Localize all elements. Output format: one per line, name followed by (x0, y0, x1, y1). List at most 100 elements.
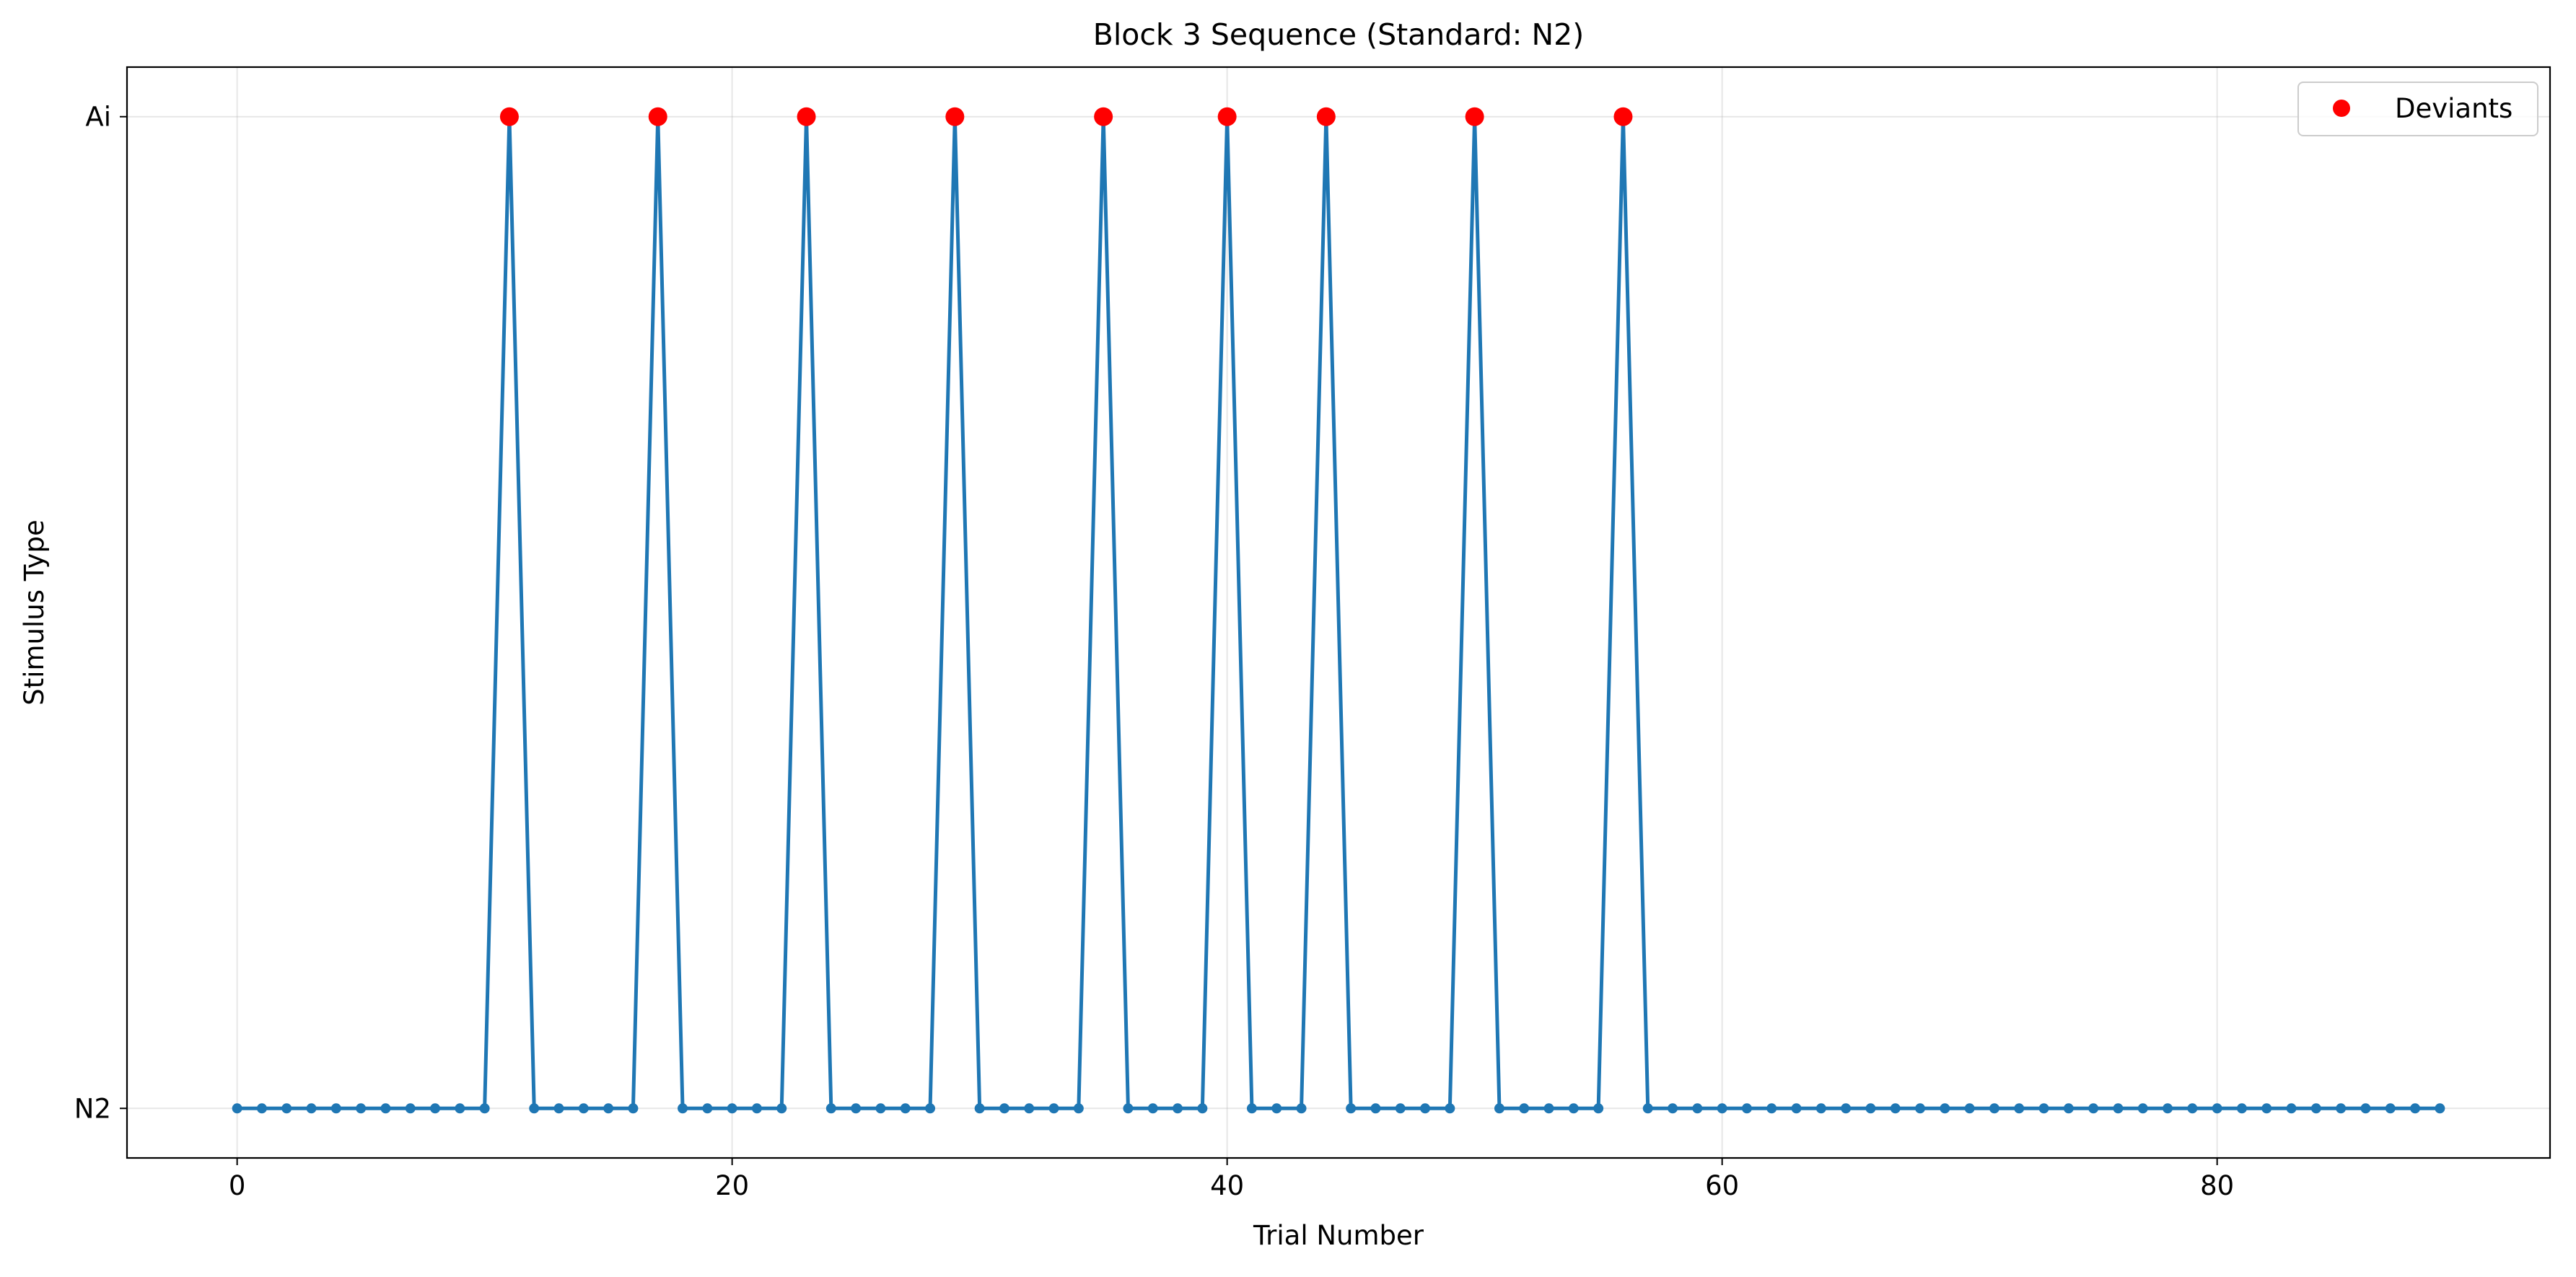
sequence-point (875, 1103, 886, 1114)
sequence-point (1642, 1103, 1653, 1114)
sequence-point (1543, 1103, 1554, 1114)
y-tick-label: N2 (74, 1093, 111, 1124)
sequence-point (2261, 1103, 2272, 1114)
sequence-point (2187, 1103, 2198, 1114)
deviant-point (1094, 107, 1113, 126)
sequence-point (1246, 1103, 1257, 1114)
deviant-point (1217, 107, 1237, 126)
deviant-point (945, 107, 965, 126)
sequence-point (628, 1103, 639, 1114)
sequence-point (2336, 1103, 2347, 1114)
legend-box (2297, 82, 2538, 136)
sequence-point (430, 1103, 441, 1114)
chart-title: Block 3 Sequence (Standard: N2) (1093, 17, 1584, 52)
sequence-point (1123, 1103, 1134, 1114)
sequence-point (1494, 1103, 1504, 1114)
sequence-point (1073, 1103, 1084, 1114)
series-points-layer (232, 111, 2445, 1114)
sequence-point (281, 1103, 292, 1114)
sequence-point (1420, 1103, 1431, 1114)
x-tick-label: 80 (2200, 1170, 2234, 1201)
x-tick-label: 40 (1210, 1170, 1244, 1201)
sequence-point (1692, 1103, 1703, 1114)
sequence-point (2236, 1103, 2247, 1114)
legend-marker-deviants (2333, 100, 2350, 117)
sequence-point (1024, 1103, 1035, 1114)
deviant-point (499, 107, 519, 126)
sequence-point (455, 1103, 465, 1114)
sequence-point (900, 1103, 911, 1114)
sequence-point (974, 1103, 985, 1114)
sequence-point (1048, 1103, 1059, 1114)
deviant-points-layer (499, 107, 1633, 126)
sequence-point (1989, 1103, 1999, 1114)
sequence-point (678, 1103, 688, 1114)
sequence-point (727, 1103, 737, 1114)
sequence-point (1766, 1103, 1777, 1114)
plot-frame (126, 66, 2551, 1159)
sequence-point (851, 1103, 862, 1114)
sequence-point (1915, 1103, 1926, 1114)
sequence-point (1296, 1103, 1307, 1114)
sequence-point (2212, 1103, 2222, 1114)
sequence-point (1841, 1103, 1852, 1114)
sequence-point (2385, 1103, 2396, 1114)
x-axis-ticks: 0 20 40 60 80 (229, 1158, 2234, 1201)
sequence-point (1815, 1103, 1826, 1114)
sequence-point (1173, 1103, 1183, 1114)
sequence-point (356, 1103, 367, 1114)
sequence-point (2163, 1103, 2173, 1114)
sequence-point (2088, 1103, 2099, 1114)
sequence-point (529, 1103, 540, 1114)
deviant-point (1613, 107, 1633, 126)
sequence-point (1865, 1103, 1876, 1114)
sequence-point (1964, 1103, 1975, 1114)
y-axis-label: Stimulus Type (19, 519, 50, 706)
sequence-point (2063, 1103, 2074, 1114)
sequence-point (2286, 1103, 2297, 1114)
sequence-point (603, 1103, 614, 1114)
sequence-point (702, 1103, 713, 1114)
sequence-point (330, 1103, 341, 1114)
sequence-point (405, 1103, 416, 1114)
deviant-point (1316, 107, 1336, 126)
sequence-point (999, 1103, 1009, 1114)
legend: Deviants (2297, 82, 2538, 136)
sequence-point (1147, 1103, 1158, 1114)
sequence-point (1445, 1103, 1455, 1114)
sequence-point (1271, 1103, 1282, 1114)
legend-label-deviants: Deviants (2395, 93, 2513, 124)
y-axis-ticks: N2 Ai (74, 102, 127, 1124)
sequence-point (1519, 1103, 1530, 1114)
sequence-point (1395, 1103, 1406, 1114)
deviant-point (648, 107, 667, 126)
sequence-point (2410, 1103, 2421, 1114)
sequence-point (825, 1103, 836, 1114)
sequence-point (1741, 1103, 1752, 1114)
sequence-point (1370, 1103, 1381, 1114)
sequence-point (925, 1103, 936, 1114)
sequence-point (1940, 1103, 1950, 1114)
sequence-point (1346, 1103, 1357, 1114)
sequence-point (479, 1103, 490, 1114)
sequence-point (2137, 1103, 2148, 1114)
sequence-point (1668, 1103, 1678, 1114)
sequence-point (2310, 1103, 2321, 1114)
sequence-point (553, 1103, 564, 1114)
deviant-point (797, 107, 816, 126)
sequence-point (1593, 1103, 1604, 1114)
sequence-point (232, 1103, 242, 1114)
sequence-point (380, 1103, 391, 1114)
sequence-point (2360, 1103, 2371, 1114)
x-tick-label: 0 (229, 1170, 246, 1201)
sequence-point (306, 1103, 317, 1114)
x-tick-label: 20 (715, 1170, 749, 1201)
deviant-point (1465, 107, 1484, 126)
sequence-point (256, 1103, 267, 1114)
x-tick-label: 60 (1705, 1170, 1739, 1201)
sequence-point (1890, 1103, 1901, 1114)
sequence-point (1791, 1103, 1802, 1114)
sequence-point (1568, 1103, 1579, 1114)
